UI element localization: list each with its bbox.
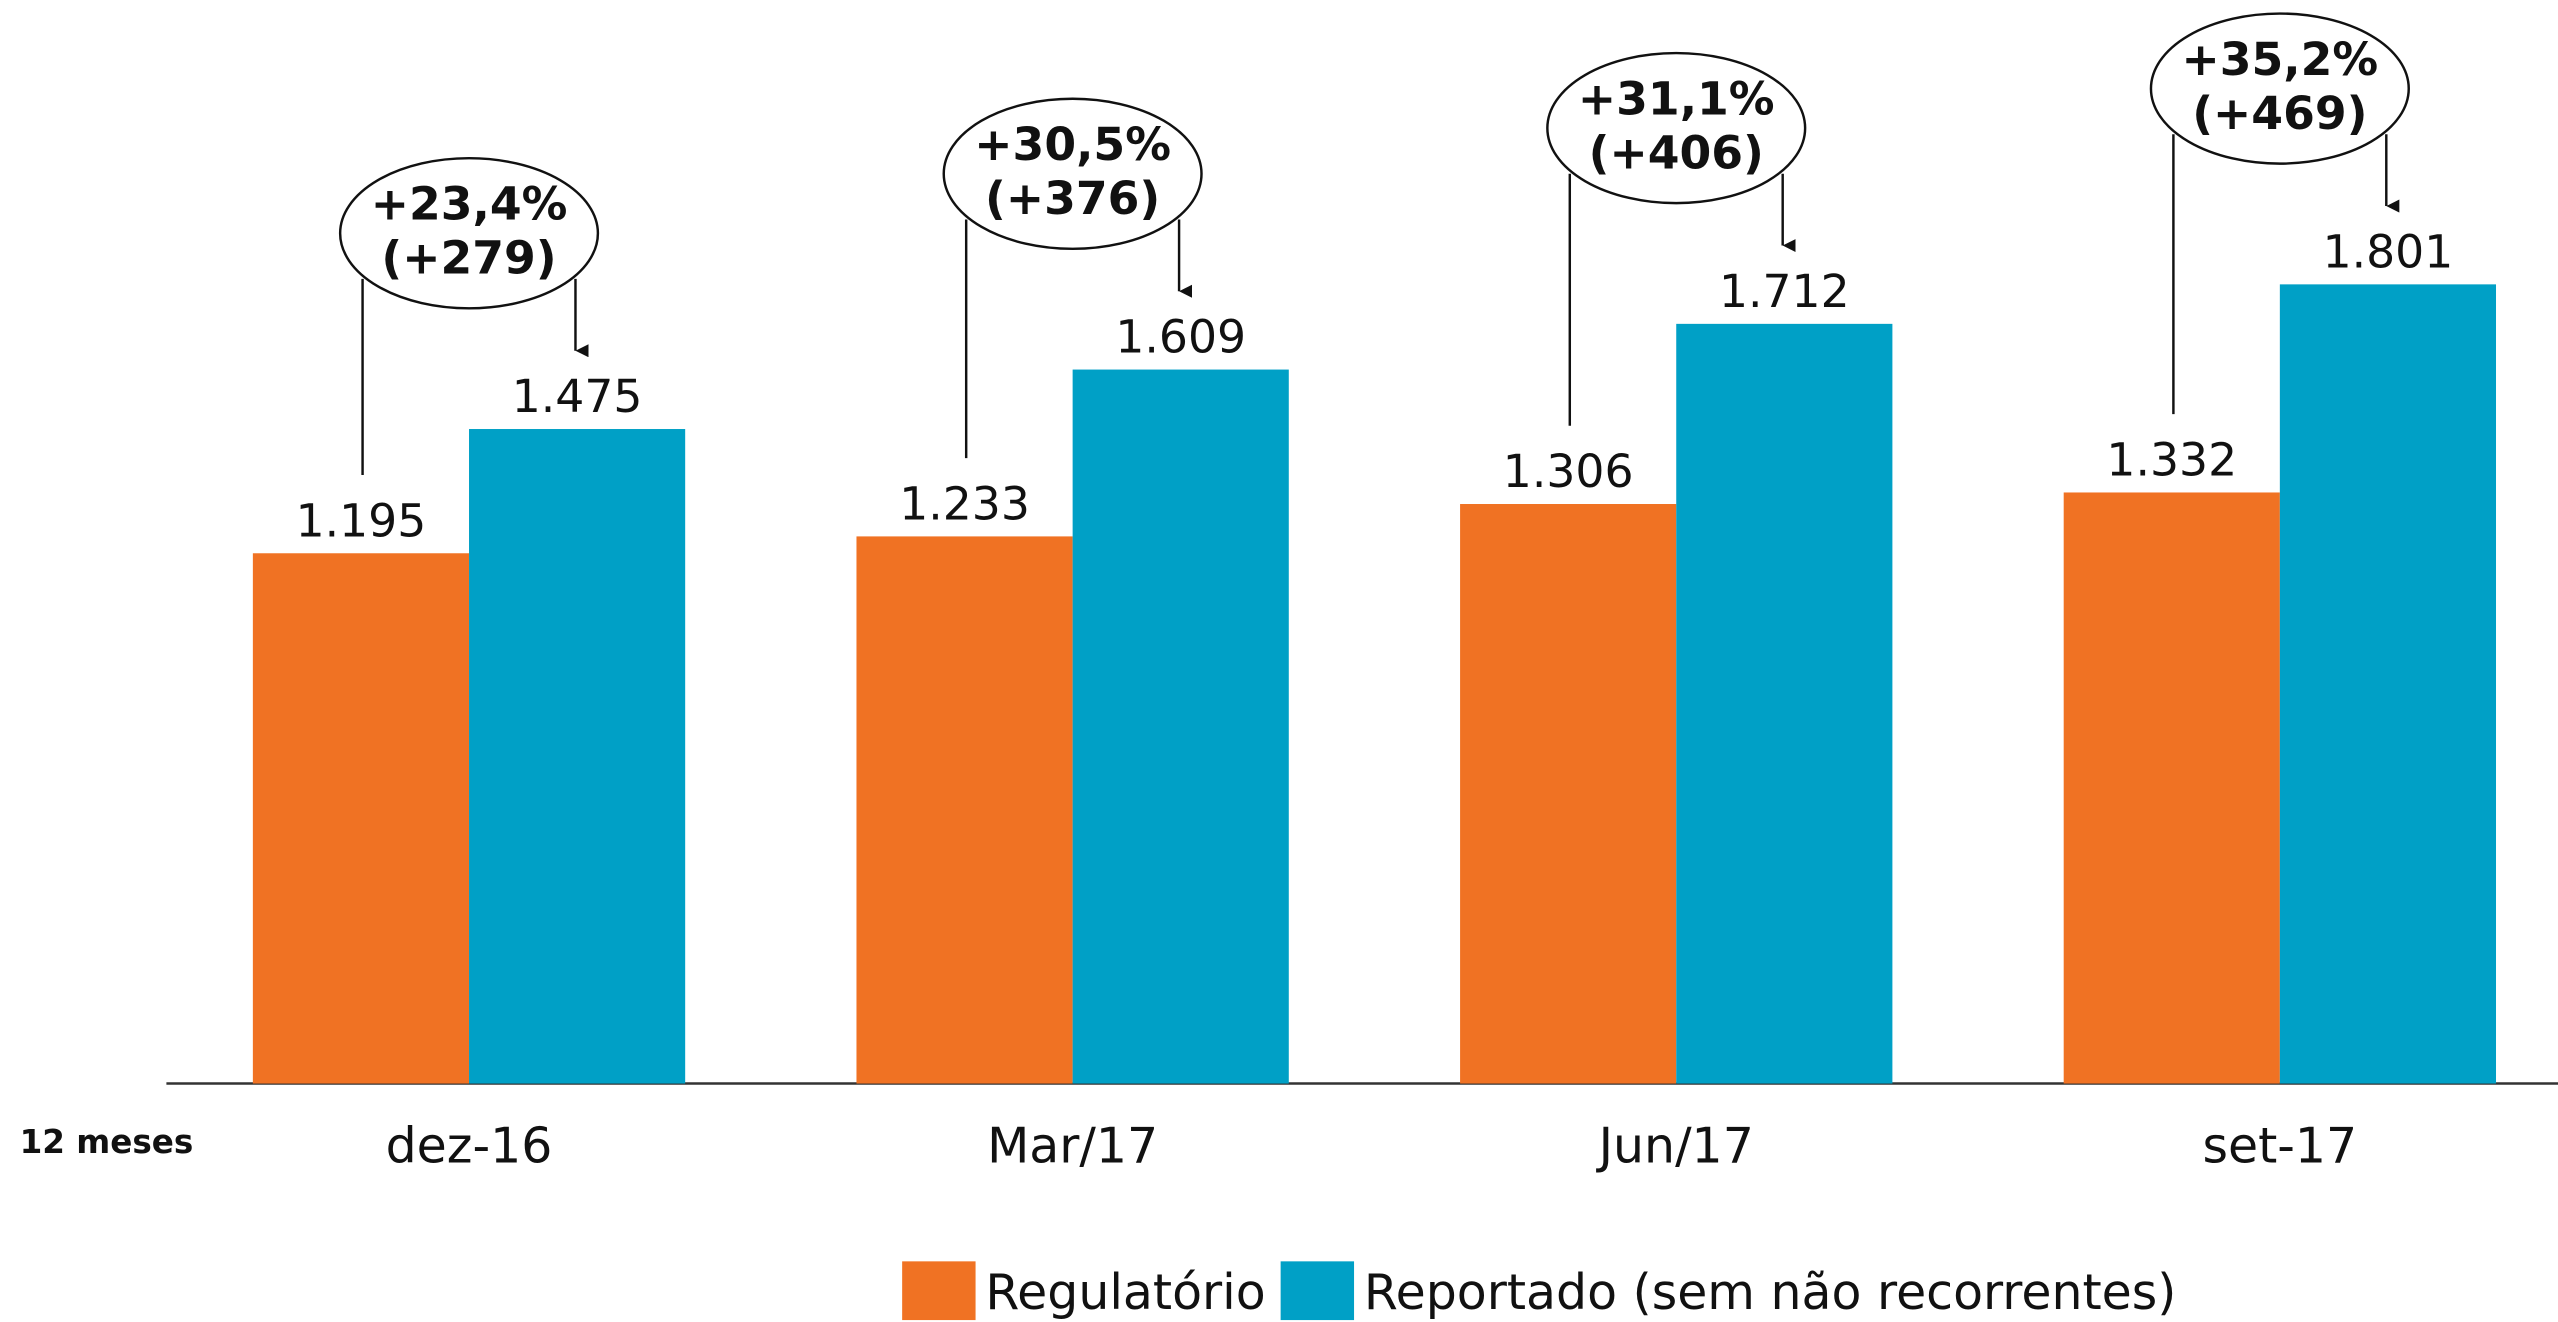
bar xyxy=(1676,323,1893,1084)
annotation-bubble xyxy=(338,156,600,310)
bar xyxy=(252,553,470,1084)
annotation-text: +31,1% xyxy=(1578,72,1775,125)
value-label: 1.195 xyxy=(296,494,427,547)
bar xyxy=(856,536,1073,1084)
annotation-bubble xyxy=(1546,51,1807,205)
x-tick-label: set-17 xyxy=(2202,1117,2357,1174)
annotation-text: +30,5% xyxy=(974,118,1171,171)
annotation-text: +23,4% xyxy=(371,178,568,231)
value-label: 1.609 xyxy=(1115,311,1246,364)
legend-label: Reportado (sem não recorrentes) xyxy=(1364,1264,2177,1321)
bar xyxy=(2279,284,2497,1084)
value-label: 1.475 xyxy=(512,370,643,423)
value-label: 1.712 xyxy=(1719,265,1850,318)
value-label: 1.801 xyxy=(2323,225,2454,278)
x-tick-label: Mar/17 xyxy=(987,1117,1158,1174)
x-tick-label: Jun/17 xyxy=(1596,1117,1754,1174)
bar xyxy=(1460,504,1677,1084)
bar xyxy=(469,429,686,1084)
annotation-bubble xyxy=(2149,12,2410,165)
annotation-bubble xyxy=(942,97,1203,251)
x-tick-label: dez-16 xyxy=(386,1117,553,1174)
bar xyxy=(1072,369,1289,1084)
legend-label: Regulatório xyxy=(985,1264,1265,1321)
value-label: 1.233 xyxy=(899,478,1030,531)
value-label: 1.306 xyxy=(1503,445,1634,498)
annotation-text: (+376) xyxy=(985,172,1160,225)
legend-swatch xyxy=(1280,1261,1355,1321)
legend-swatch xyxy=(902,1261,976,1321)
annotation-text: (+469) xyxy=(2192,87,2367,140)
annotation-text: (+279) xyxy=(381,231,556,284)
annotation-text: (+406) xyxy=(1589,126,1764,179)
annotation-text: +35,2% xyxy=(2182,33,2379,86)
row-label: 12 meses xyxy=(20,1123,194,1161)
bar xyxy=(2063,492,2280,1084)
value-label: 1.332 xyxy=(2106,434,2237,487)
